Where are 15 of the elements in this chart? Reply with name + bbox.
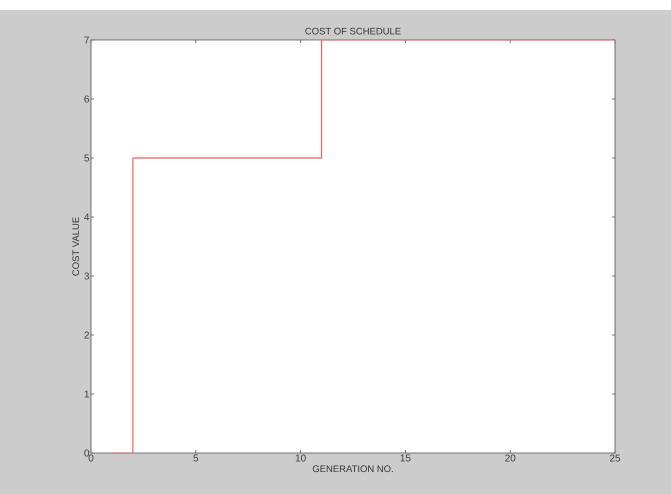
y-tick-label: 6 xyxy=(84,95,90,103)
y-tick-label: 3 xyxy=(84,272,90,280)
y-tick-label: 7 xyxy=(84,36,89,44)
x-tick-label: 15 xyxy=(400,454,411,462)
y-tick-label: 1 xyxy=(84,390,89,398)
x-tick-label: 20 xyxy=(505,454,516,462)
x-tick-label: 25 xyxy=(610,454,620,462)
y-tick-label: 5 xyxy=(84,154,90,162)
x-tick-label: 5 xyxy=(193,454,198,462)
x-axis-title: GENERATION NO. xyxy=(312,465,393,472)
y-tick-label: 2 xyxy=(84,332,89,338)
y-axis-title: COST VALUE xyxy=(72,217,80,276)
y-tick-label: 4 xyxy=(84,214,90,220)
chart-title: COST OF SCHEDULE xyxy=(305,28,401,34)
x-tick-label: 10 xyxy=(296,454,306,462)
